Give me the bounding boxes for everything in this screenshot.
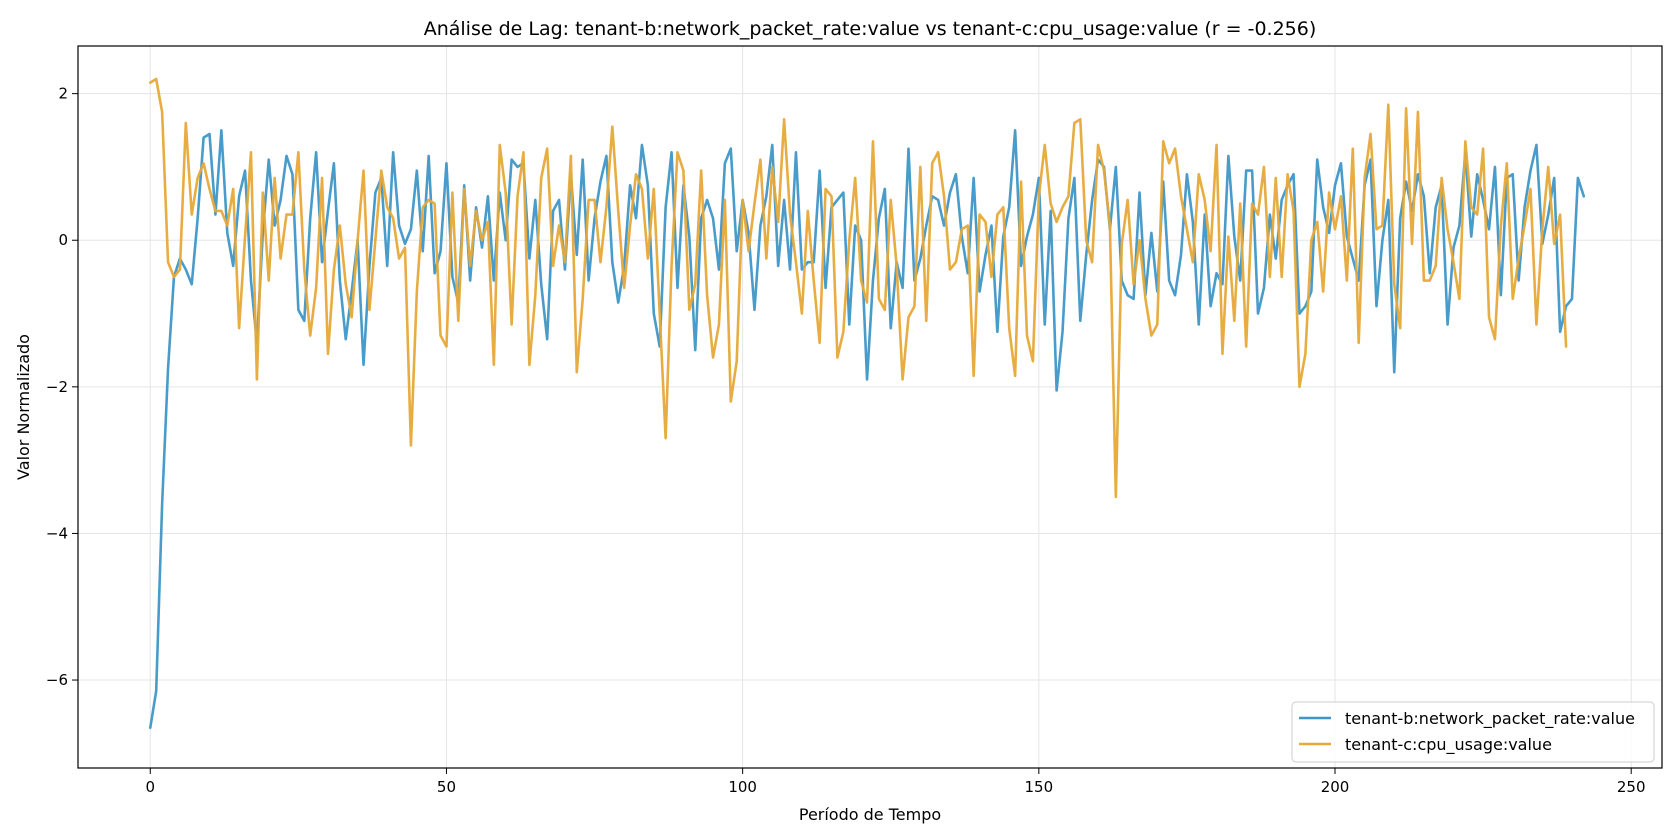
chart-title: Análise de Lag: tenant-b:network_packet_… [424,18,1317,40]
y-axis-label: Valor Normalizado [14,334,33,480]
legend-box [1291,701,1655,763]
x-tick-label: 200 [1321,778,1350,796]
x-tick-label: 150 [1025,778,1054,796]
series-lines [148,77,1586,729]
x-tick-label: 100 [728,778,757,796]
x-tick-label: 250 [1617,778,1646,796]
x-axis-label: Período de Tempo [799,805,941,824]
y-tick-label: 0 [58,231,68,249]
y-tick-label: −4 [46,524,68,542]
legend: tenant-b:network_packet_rate:value tenan… [1291,701,1655,763]
legend-label-tenant-c: tenant-c:cpu_usage:value [1345,735,1552,755]
series-line-tenant-c [148,77,1568,499]
x-tick-label: 50 [437,778,456,796]
plot-frame [77,45,1663,769]
axis-ticks: 0 50 100 150 200 250 −6 −4 −2 0 2 [46,85,1646,796]
y-tick-label: 2 [58,85,68,103]
legend-label-tenant-b: tenant-b:network_packet_rate:value [1345,709,1635,729]
x-tick-label: 0 [145,778,155,796]
y-tick-label: −2 [46,378,68,396]
y-tick-label: −6 [46,671,68,689]
series-line-tenant-b [148,128,1586,729]
